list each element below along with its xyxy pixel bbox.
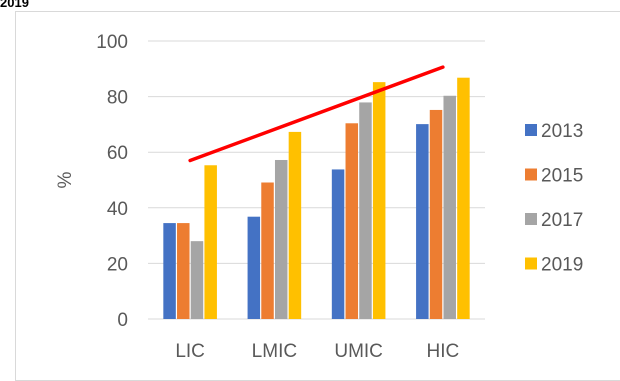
y-axis-label: % — [55, 171, 76, 188]
y-tick-label: 80 — [107, 88, 128, 109]
x-tick-labels: LIC LMIC UMIC HIC — [175, 341, 459, 362]
trendline-layer — [188, 65, 445, 163]
x-tick-label: LIC — [175, 341, 205, 362]
legend-swatch-2013 — [525, 124, 537, 136]
bar-2013-umic — [331, 169, 345, 319]
y-tick-label: 20 — [107, 254, 128, 275]
legend-swatch-2015 — [525, 168, 537, 181]
trendline — [188, 65, 445, 163]
x-tick-label: LMIC — [252, 341, 297, 362]
bar-2017-hic — [443, 95, 456, 320]
legend-swatch-2017 — [525, 213, 537, 225]
legend-label-2013: 2013 — [541, 121, 583, 142]
legend-label-2019: 2019 — [541, 255, 583, 276]
legend: 2013 2015 2017 2019 — [525, 121, 583, 276]
bars — [163, 77, 470, 320]
bar-2015-lmic — [261, 182, 274, 319]
bar-2015-umic — [345, 123, 359, 320]
bar-2019-umic — [372, 82, 386, 319]
bar-2019-hic — [457, 77, 470, 319]
y-tick-labels: 0 20 40 60 80 100 — [96, 32, 128, 331]
x-tick-label: HIC — [427, 341, 460, 362]
grid-layer — [148, 40, 485, 320]
bar-2017-umic — [359, 102, 372, 319]
bar-2017-lic — [190, 241, 204, 319]
y-tick-label: 0 — [117, 310, 128, 331]
legend-label-2017: 2017 — [541, 210, 583, 231]
bar-2013-hic — [416, 124, 429, 319]
y-tick-label: 100 — [96, 32, 128, 53]
bar-2017-lmic — [274, 159, 288, 319]
header-fragment: 2019 — [0, 0, 29, 10]
bar-2019-lmic — [288, 131, 302, 319]
bar-2015-hic — [429, 109, 443, 319]
bar-2015-lic — [177, 223, 190, 319]
x-tick-label: UMIC — [334, 341, 383, 362]
legend-swatch-2019 — [525, 257, 537, 270]
y-tick-label: 40 — [107, 199, 128, 220]
bar-2013-lic — [163, 223, 176, 319]
bar-2013-lmic — [247, 216, 261, 319]
y-tick-label: 60 — [107, 143, 128, 164]
legend-label-2015: 2015 — [541, 166, 583, 187]
bar-2019-lic — [204, 165, 217, 319]
